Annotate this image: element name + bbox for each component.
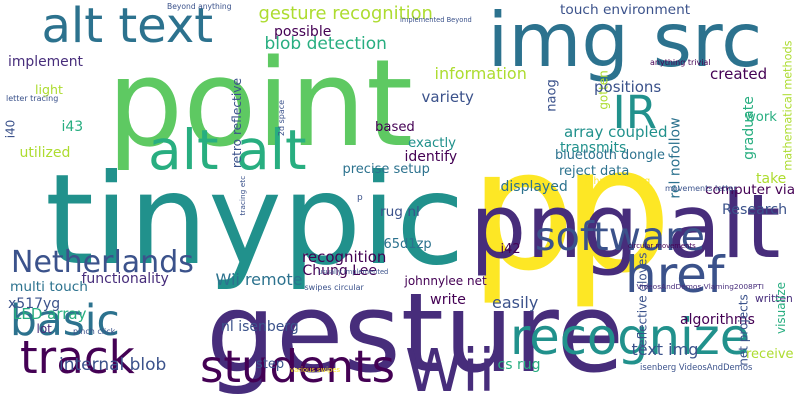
cloud-word: track bbox=[20, 331, 135, 384]
cloud-word: retro reflective bbox=[229, 78, 244, 169]
cloud-word: touch environment bbox=[560, 2, 691, 18]
cloud-word: nl isenberg bbox=[221, 319, 299, 335]
cloud-word: rug nl bbox=[380, 204, 420, 220]
cloud-word: work bbox=[745, 109, 777, 125]
cloud-word: internal blob bbox=[59, 355, 167, 375]
cloud-word: IR bbox=[612, 86, 658, 139]
cloud-word: isenberg VideosAndDemos bbox=[640, 361, 753, 372]
cloud-word: information bbox=[434, 64, 527, 83]
cloud-word: computer via bbox=[705, 182, 796, 198]
cloud-word: algorithms bbox=[680, 312, 755, 328]
cloud-word: easily bbox=[492, 293, 539, 312]
cloud-word: png alt bbox=[470, 175, 781, 278]
cloud-word: reflective gloves bbox=[634, 252, 649, 352]
cloud-word: Netherlands bbox=[11, 245, 194, 280]
cloud-word: point bbox=[107, 35, 414, 174]
cloud-word: take bbox=[756, 171, 787, 187]
cloud-word: Wii bbox=[405, 335, 496, 400]
cloud-word: naog bbox=[544, 78, 560, 112]
cloud-word: receive bbox=[746, 347, 794, 362]
cloud-word: anything trivial bbox=[650, 58, 711, 67]
cloud-word: tracing etc bbox=[238, 175, 248, 216]
cloud-word: i43 bbox=[61, 119, 84, 135]
cloud-word: reject data bbox=[559, 164, 630, 179]
cloud-word: alt text bbox=[41, 0, 214, 54]
cloud-word: software bbox=[535, 213, 705, 260]
cloud-word: swipes circular bbox=[304, 283, 364, 292]
cloud-word: circular movements bbox=[628, 241, 696, 250]
cloud-word: blob detection bbox=[264, 34, 387, 54]
cloud-word: multi touch bbox=[10, 279, 88, 295]
cloud-word: recognize bbox=[510, 307, 751, 366]
cloud-word: img src bbox=[487, 0, 763, 84]
cloud-word: i40 bbox=[2, 119, 17, 139]
cloud-word: positions bbox=[594, 78, 662, 96]
cloud-word: possible bbox=[274, 24, 332, 40]
cloud-word: bluetooth dongle bbox=[555, 148, 665, 163]
cloud-word: alt alt bbox=[148, 118, 307, 182]
cloud-word: written bbox=[755, 291, 793, 305]
cloud-word: light bbox=[35, 81, 63, 97]
cloud-word: implement bbox=[8, 53, 83, 70]
cloud-word: Chung Lee bbox=[302, 263, 378, 279]
cloud-word: text img bbox=[631, 340, 699, 359]
cloud-word: variety bbox=[421, 88, 474, 106]
cloud-word: displayed bbox=[500, 179, 568, 195]
cloud-word: i42 bbox=[500, 242, 521, 257]
cloud-word: 65d1zp bbox=[383, 237, 432, 252]
cloud-word: p bbox=[357, 193, 363, 203]
cloud-word: letter tracing bbox=[6, 94, 59, 103]
cloud-word: Wii remote bbox=[215, 270, 303, 289]
cloud-word: precise setup bbox=[342, 162, 430, 177]
cloud-word: transmits bbox=[560, 140, 627, 156]
cloud-word: recognition bbox=[302, 248, 387, 266]
cloud-word: 2d space bbox=[277, 99, 287, 137]
cloud-word: created bbox=[710, 65, 768, 83]
cloud-word: Research bbox=[722, 201, 788, 218]
cloud-word: write bbox=[430, 291, 466, 308]
cloud-word: graduate bbox=[740, 95, 757, 160]
cloud-word: gesture bbox=[206, 269, 625, 397]
cloud-word: johnnylee net bbox=[404, 274, 487, 288]
cloud-word: p bbox=[561, 108, 673, 312]
cloud-word: Beyond anything bbox=[167, 1, 232, 11]
cloud-word: functionality bbox=[81, 271, 169, 287]
cloud-word: implemented Beyond bbox=[400, 15, 472, 24]
cloud-word: gesture recognition bbox=[258, 3, 433, 24]
cloud-word: mathematical methods bbox=[781, 40, 795, 171]
cloud-word: exactly bbox=[408, 136, 457, 151]
cloud-word: identify bbox=[404, 149, 458, 165]
cloud-word: x517yg bbox=[8, 296, 61, 312]
cloud-word: lot bbox=[36, 322, 52, 336]
cloud-word: students bbox=[200, 340, 395, 393]
cloud-word: array coupled bbox=[564, 123, 668, 141]
cloud-word: step bbox=[256, 357, 285, 372]
cloud-word: href bbox=[625, 246, 725, 304]
cloud-word: visualize bbox=[774, 281, 788, 334]
cloud-word: basic bbox=[10, 295, 120, 345]
cloud-word: various swipes bbox=[290, 365, 341, 374]
cloud-word: cs rug bbox=[497, 357, 541, 373]
cloud-word: LED array bbox=[13, 305, 87, 323]
cloud-word: pinch click bbox=[73, 327, 116, 336]
cloud-word: utilized bbox=[19, 145, 71, 161]
cloud-word: tinypic bbox=[45, 148, 465, 293]
cloud-word: based bbox=[375, 119, 415, 135]
cloud-word: usually implemented bbox=[318, 267, 389, 276]
cloud-word: Johnny Chung bbox=[585, 175, 651, 187]
cloud-word: VideosAndDemos Vlaming2008PTI bbox=[636, 281, 764, 291]
cloud-word: p bbox=[469, 113, 576, 308]
cloud-word: movements letter bbox=[665, 184, 737, 193]
